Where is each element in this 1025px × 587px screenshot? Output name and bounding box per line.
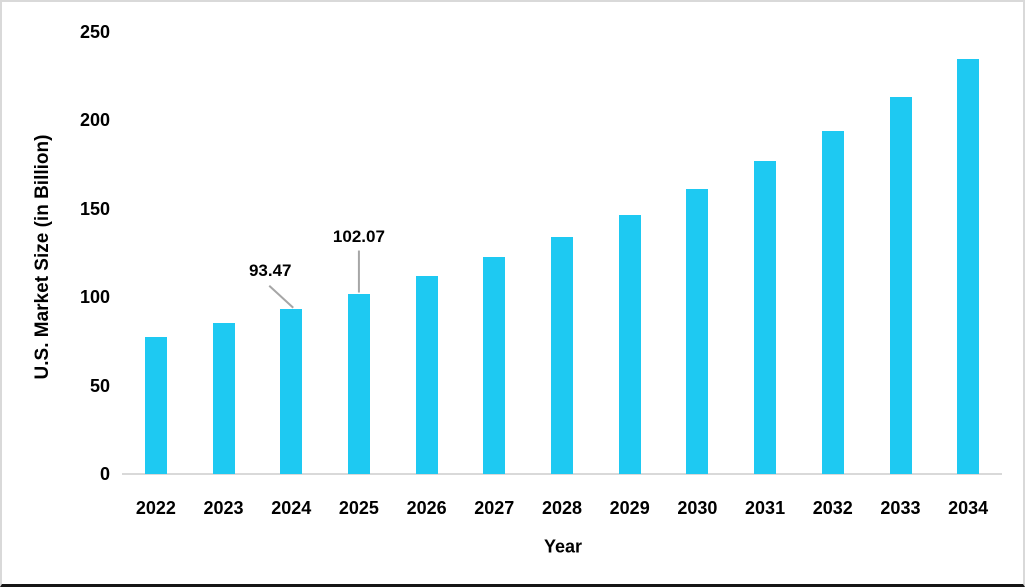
data-label-2025: 102.07: [332, 226, 385, 246]
x-tick-label-2034: 2034: [948, 498, 989, 518]
bar-2034: [957, 59, 980, 474]
y-tick-label-250: 250: [79, 22, 110, 42]
bar-2028: [551, 237, 573, 474]
bar-2032: [821, 131, 844, 474]
bar-2031: [754, 161, 777, 474]
bar-2029: [618, 215, 641, 474]
y-tick-label-0: 0: [99, 464, 110, 484]
bar-2024: [280, 308, 303, 474]
y-tick-label-50: 50: [89, 375, 110, 396]
x-tick-label-2031: 2031: [745, 498, 786, 518]
x-tick-label-2028: 2028: [541, 498, 583, 518]
x-tick-label-2025: 2025: [338, 498, 379, 518]
leader-line-2024: [268, 285, 294, 309]
bar-2022: [144, 337, 167, 474]
x-tick-label-2022: 2022: [135, 498, 176, 518]
bar-2027: [483, 257, 506, 474]
bar-2033: [889, 97, 912, 474]
x-tick-label-2030: 2030: [677, 498, 718, 518]
y-axis-title: U.S. Market Size (in Billion): [32, 134, 53, 380]
bar-2030: [686, 189, 709, 474]
y-tick-label-100: 100: [79, 287, 110, 308]
bar-2023: [212, 323, 235, 474]
x-tick-label-2023: 2023: [203, 498, 244, 518]
x-tick-label-2026: 2026: [406, 498, 447, 518]
x-tick-label-2032: 2032: [812, 498, 853, 518]
x-axis-title: Year: [543, 536, 583, 557]
bar-2025: [347, 293, 370, 474]
y-tick-label-150: 150: [79, 198, 110, 219]
x-tick-label-2024: 2024: [271, 498, 312, 518]
bar-2026: [415, 276, 438, 474]
data-label-2024: 93.47: [248, 260, 292, 280]
y-tick-label-200: 200: [79, 110, 110, 131]
x-tick-label-2029: 2029: [609, 498, 650, 518]
x-tick-label-2033: 2033: [880, 498, 921, 518]
x-axis-line: [122, 473, 1002, 475]
x-tick-label-2027: 2027: [474, 498, 515, 518]
